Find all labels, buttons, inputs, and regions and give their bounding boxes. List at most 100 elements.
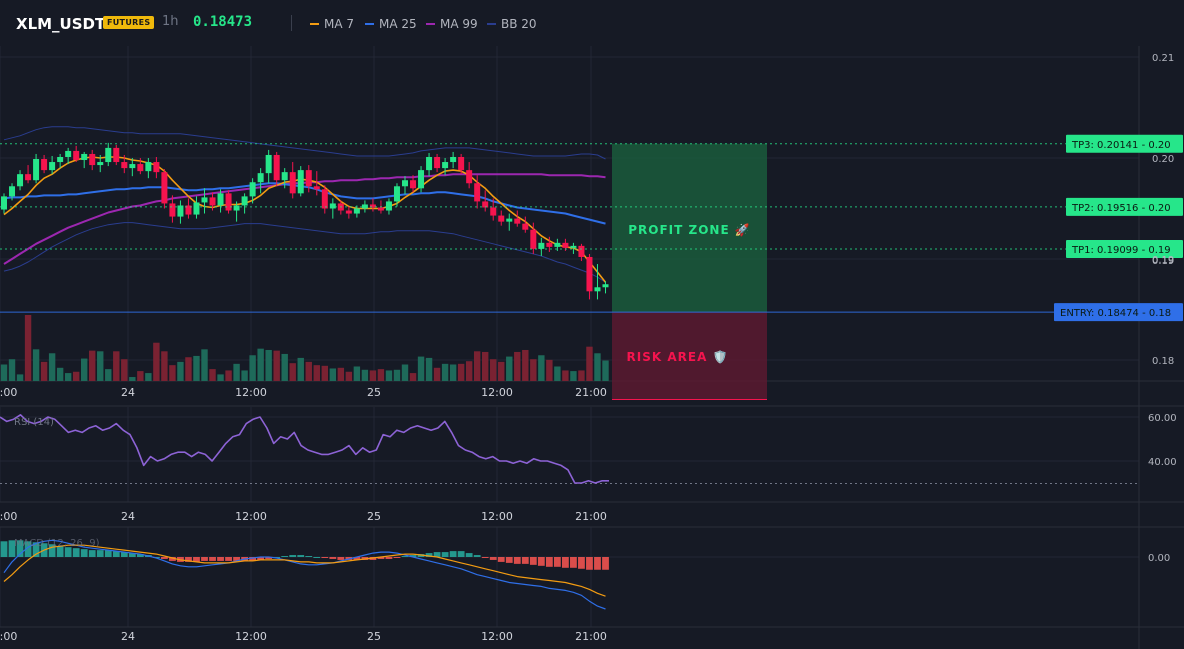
level-label-bg xyxy=(1054,303,1183,322)
legend-bb20[interactable]: BB 20 xyxy=(487,17,537,31)
time-tick: 24 xyxy=(121,386,135,399)
volume-bar xyxy=(72,371,80,381)
volume-bar xyxy=(433,367,441,381)
volume-bar xyxy=(377,369,385,381)
volume-bar xyxy=(40,361,48,381)
macd-histogram-bar xyxy=(489,557,497,560)
level-label-bg xyxy=(1066,240,1183,259)
volume-bar xyxy=(361,369,369,381)
time-tick: 12:00 xyxy=(235,386,267,399)
candle-body xyxy=(17,174,24,187)
time-tick: 12:00 xyxy=(481,510,513,523)
macd-histogram-bar xyxy=(305,556,313,558)
risk-zone-label: RISK AREA 🛡️ xyxy=(627,350,729,364)
candle-body xyxy=(345,210,352,214)
level-label-bg xyxy=(1066,134,1183,153)
candle-body xyxy=(241,196,248,206)
volume-bar xyxy=(594,353,601,381)
macd-histogram-bar xyxy=(128,553,136,557)
time-tick: 12:00 xyxy=(235,510,267,523)
profit-zone-label: PROFIT ZONE 🚀 xyxy=(628,223,751,237)
volume-bar xyxy=(249,355,256,381)
macd-histogram-bar xyxy=(465,553,473,557)
volume-bar xyxy=(8,359,16,381)
timeframe-label[interactable]: 1h xyxy=(162,14,179,29)
legend-ma25[interactable]: MA 25 xyxy=(365,17,417,31)
macd-histogram-bar xyxy=(393,557,401,558)
candle-body xyxy=(305,170,312,187)
macd-histogram-bar xyxy=(481,557,489,558)
volume-bar xyxy=(369,370,377,381)
macd-histogram-bar xyxy=(337,557,345,560)
candle-body xyxy=(297,170,304,194)
volume-bar xyxy=(48,353,56,381)
volume-bar xyxy=(441,363,449,381)
volume-bar xyxy=(570,371,577,381)
volume-bar xyxy=(602,360,609,381)
volume-bar xyxy=(169,365,176,381)
volume-bar xyxy=(562,370,569,381)
candle-body xyxy=(209,197,216,206)
time-tick: 12:00 xyxy=(481,386,513,399)
macd-histogram-bar xyxy=(537,557,545,566)
candle-body xyxy=(121,162,128,169)
volume-bar xyxy=(554,366,561,381)
macd-histogram-bar xyxy=(72,548,80,557)
time-tick: 12:00 xyxy=(481,630,513,643)
volume-bar xyxy=(145,373,152,381)
candle-body xyxy=(257,173,264,183)
candle-body xyxy=(1,196,7,210)
macd-histogram-bar xyxy=(8,540,16,557)
volume-bar xyxy=(201,349,208,381)
volume-bar xyxy=(546,359,553,381)
rsi-tick: 40.00 xyxy=(1148,457,1177,468)
macd-histogram-bar xyxy=(209,557,216,561)
candle-body xyxy=(434,156,441,169)
volume-bar xyxy=(209,369,216,381)
volume-bar xyxy=(449,364,457,381)
macd-histogram-bar xyxy=(96,550,104,557)
macd-histogram-bar xyxy=(104,550,112,557)
volume-bar xyxy=(522,349,529,381)
candle-body xyxy=(329,203,336,209)
chart-axes: 0.210.200.190.180.192:002412:002512:0021… xyxy=(0,53,1174,643)
macd-histogram-bar xyxy=(0,541,8,557)
candle-body xyxy=(482,201,489,208)
level-label-bg xyxy=(1066,197,1183,216)
volume-bar xyxy=(185,357,192,381)
legend-ma7[interactable]: MA 7 xyxy=(310,17,354,31)
volume-bar xyxy=(105,369,112,381)
candle-body xyxy=(442,162,449,169)
candle-body xyxy=(313,186,320,190)
candle-body xyxy=(193,202,200,215)
volume-bar xyxy=(97,351,104,381)
volume-bar xyxy=(385,370,393,381)
price-tick: 0.20 xyxy=(1152,154,1174,165)
candle-body xyxy=(249,182,256,197)
symbol-title[interactable]: XLM_USDT xyxy=(16,15,106,33)
candle-body xyxy=(217,193,224,206)
macd-label: MACD (12, 26, 9) xyxy=(14,538,100,549)
legend-ma99[interactable]: MA 99 xyxy=(426,17,478,31)
candle-body xyxy=(410,180,417,189)
candle-body xyxy=(458,156,465,171)
candle-body xyxy=(169,203,176,217)
volume-bar xyxy=(153,342,160,381)
volume-bar xyxy=(578,370,585,381)
candle-body xyxy=(25,174,32,181)
volume-bar xyxy=(393,369,401,381)
bb-upper-line xyxy=(3,126,606,160)
candle-body xyxy=(466,170,473,184)
volume-bar xyxy=(417,356,425,381)
profit-zone xyxy=(612,143,767,313)
volume-bar xyxy=(337,367,345,381)
candle-body xyxy=(129,164,136,169)
candle-body xyxy=(105,147,112,163)
volume-bar xyxy=(225,370,232,381)
level-label: TP1: 0.19099 - 0.19 xyxy=(1071,245,1171,256)
macd-histogram-bar xyxy=(377,557,385,559)
macd-histogram-bar xyxy=(32,542,40,557)
macd-histogram-bar xyxy=(505,557,513,563)
candle-body xyxy=(9,186,16,197)
